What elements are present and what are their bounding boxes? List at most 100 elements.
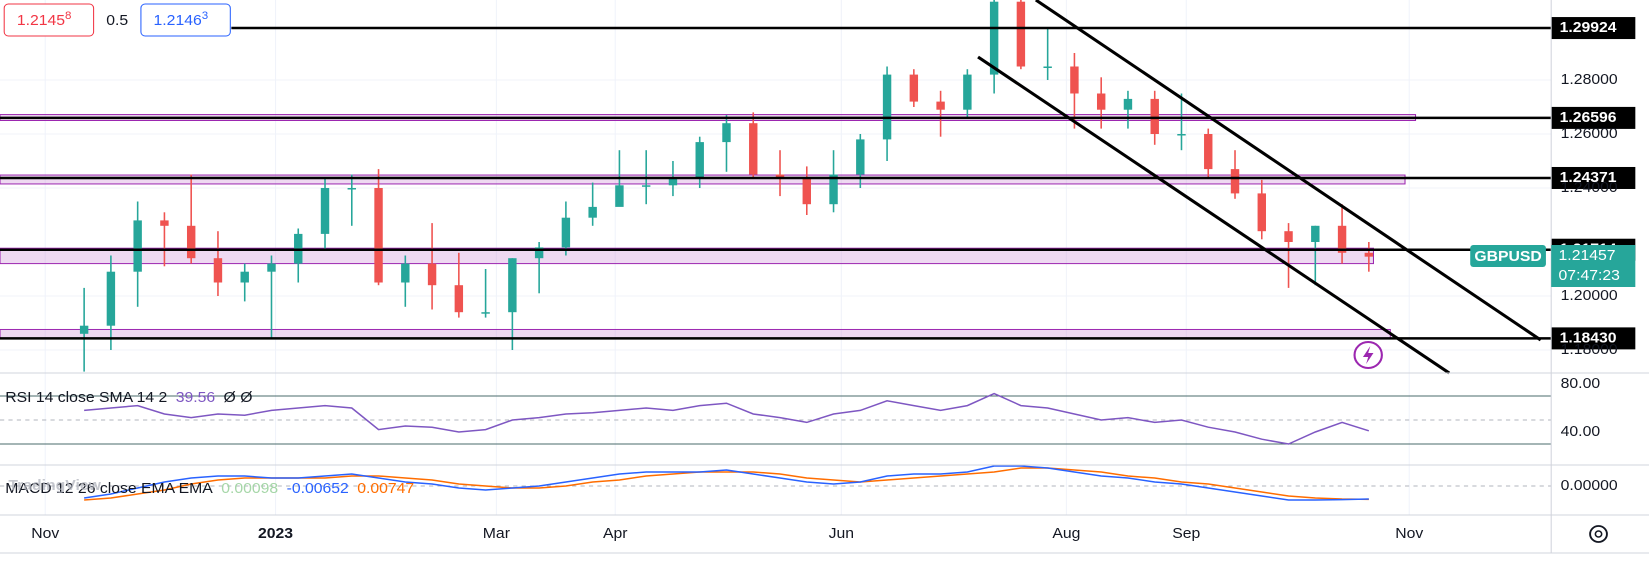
candle-body: [1016, 1, 1026, 67]
candle-body: [481, 312, 490, 314]
candle-body: [641, 185, 651, 187]
time-label: Mar: [483, 525, 510, 542]
candle-body: [1150, 98, 1159, 134]
zone: [0, 328, 1391, 339]
candle-body: [427, 263, 437, 286]
candle-body: [160, 220, 169, 226]
price-axis: 1.28000 1.26000 1.24000 1.20000 1.18000 80.00…: [1561, 71, 1618, 494]
candle-body: [1364, 252, 1374, 257]
alert-bolt: [1362, 346, 1374, 364]
bid-box[interactable]: [3, 3, 95, 37]
candle-body: [1123, 98, 1133, 110]
indicator-panes: RSI 14 close SMA 14 2 39.56 Ø Ø MACD 12 26 …: [0, 389, 1552, 501]
candle-body: [695, 142, 704, 178]
candle-body: [722, 123, 731, 143]
symbol-label: GBPUSD: [1474, 248, 1541, 265]
candle-body: [106, 271, 116, 326]
rsi-line: [84, 392, 1370, 445]
zone: [0, 247, 1374, 265]
level-tag: [1551, 166, 1636, 189]
candle-body: [749, 123, 758, 175]
level-tag: [1551, 106, 1636, 129]
candle-body: [133, 220, 142, 272]
macd-header: MACD 12 26 close EMA EMA 0.00098 -0.00652 0…: [5, 480, 414, 497]
candle-body: [374, 187, 383, 283]
macd-line: [84, 465, 1369, 501]
grid: [0, 0, 1552, 515]
time-label: 2023: [258, 525, 293, 542]
last-price: 1.21457: [1559, 247, 1616, 264]
channel-lower: [977, 55, 1451, 375]
candle-body: [936, 101, 945, 110]
time-label: Sep: [1172, 525, 1200, 542]
candle-body: [1284, 231, 1293, 242]
candle-body: [320, 187, 330, 234]
candle-body: [1177, 133, 1186, 136]
candle-body: [561, 217, 571, 248]
level-label: 1.26596: [1560, 109, 1617, 126]
candle-body: [615, 185, 624, 207]
price-tick-label: 1.24000: [1561, 179, 1618, 196]
bid-pip: 8: [65, 10, 71, 22]
price-tick-label: 1.20000: [1561, 287, 1618, 304]
candle-body: [802, 177, 811, 205]
ask: 1.21463: [154, 10, 209, 29]
settings-icon[interactable]: [1589, 525, 1608, 543]
candle-body: [213, 258, 223, 283]
time-label: Apr: [603, 525, 628, 542]
level-tag: [1551, 327, 1636, 350]
time-label: Nov: [1395, 525, 1423, 542]
candle-body: [882, 74, 892, 140]
macd-header-part: MACD 12 26 close EMA EMA: [5, 480, 213, 497]
time-label: Nov: [31, 525, 59, 542]
time-label: Jun: [829, 525, 854, 542]
bid-price: 1.2145: [17, 12, 65, 29]
macd-header-part: 0.00098: [221, 480, 278, 497]
rsi-tick-label: 40.00: [1561, 423, 1600, 440]
bid: 1.21458: [17, 10, 72, 29]
candle-body: [347, 187, 356, 190]
candle-body: [668, 177, 678, 186]
watermark: TradingView: [8, 477, 101, 494]
symbol-tag: [1470, 245, 1546, 267]
candle-body: [79, 325, 89, 334]
macd-header-part: -0.00652: [287, 480, 349, 497]
level-tag: [1551, 17, 1636, 40]
candle-body: [240, 271, 249, 283]
spread: 0.5: [106, 12, 128, 29]
candle-body: [1096, 93, 1106, 110]
rsi-header: RSI 14 close SMA 14 2 39.56 Ø Ø: [5, 389, 252, 406]
candle-body: [1043, 66, 1052, 69]
price-tick-label: 1.18000: [1561, 341, 1618, 358]
settings-icon-core: [1594, 530, 1603, 538]
candle-body: [1070, 66, 1079, 94]
rsi-tick-label: 80.00: [1561, 375, 1600, 392]
candle-body: [1204, 133, 1213, 170]
macd-header-part: 0.00747: [357, 480, 414, 497]
rsi-header-part: RSI 14 close SMA 14 2: [5, 389, 167, 406]
candle-body: [401, 263, 410, 283]
candle-body: [588, 206, 597, 218]
last-price-tag: [1551, 245, 1636, 287]
candle-body: [989, 1, 999, 75]
candle-body: [1230, 169, 1240, 194]
ask-box[interactable]: [140, 3, 231, 37]
level-label: 1.24371: [1560, 169, 1617, 186]
ask-price: 1.2146: [154, 12, 202, 29]
price-tick-label: 1.26000: [1561, 125, 1618, 142]
countdown: 07:47:23: [1559, 267, 1620, 284]
candle-body: [963, 74, 972, 110]
macd-tick-label: 0.00000: [1561, 477, 1618, 494]
candle-body: [775, 174, 785, 178]
price-tick-label: 1.28000: [1561, 71, 1618, 88]
candle-body: [1337, 225, 1347, 253]
time-axis: Nov 2023 Mar Apr Jun Aug Sep Nov: [31, 525, 1423, 542]
level-label: 1.29924: [1560, 19, 1617, 36]
level-label: 1.18430: [1560, 330, 1617, 347]
candles: [79, 0, 1374, 372]
candle-body: [186, 225, 196, 259]
drawings: [977, 0, 1542, 375]
